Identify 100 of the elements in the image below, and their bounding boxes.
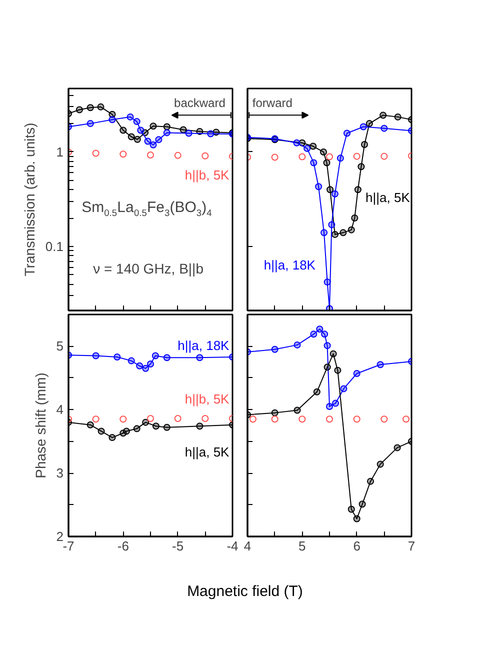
point: [402, 416, 410, 423]
point: [163, 354, 170, 362]
point: [367, 478, 374, 485]
point: [334, 366, 342, 374]
y-tick-label: 1: [56, 144, 64, 160]
point: [114, 354, 121, 360]
y-tick-label: 5: [56, 338, 64, 354]
point: [185, 130, 192, 137]
point: [150, 122, 157, 130]
point: [144, 138, 152, 145]
point: [326, 402, 333, 410]
point: [340, 229, 347, 236]
point: [126, 113, 134, 120]
x-tick-label: -6: [117, 538, 129, 554]
point: [326, 153, 333, 160]
point: [360, 141, 368, 148]
point: [155, 136, 162, 144]
point: [323, 159, 330, 166]
point: [180, 126, 187, 134]
point: [202, 152, 209, 160]
point: [353, 515, 360, 522]
point: [353, 370, 360, 377]
x-tick-label: -7: [62, 538, 74, 554]
point: [152, 352, 159, 360]
point: [310, 142, 317, 150]
point: [324, 278, 331, 286]
point: [152, 422, 160, 430]
point: [354, 186, 362, 194]
point: [249, 416, 256, 423]
y-tick-label: 0.1: [45, 238, 64, 254]
point: [293, 139, 300, 146]
point: [394, 113, 402, 120]
x-axis-title: Magnetic field (T): [187, 582, 303, 602]
point: [92, 416, 100, 423]
point: [316, 326, 324, 333]
point: [332, 400, 340, 407]
point: [174, 152, 182, 159]
point: [207, 130, 214, 138]
point: [142, 364, 150, 372]
point: [150, 141, 157, 148]
point: [128, 357, 135, 364]
annotation: forward: [252, 96, 292, 110]
point: [108, 434, 116, 442]
point: [336, 154, 344, 162]
point: [380, 112, 387, 119]
series-label: h||b, 5K: [184, 168, 230, 183]
point: [134, 136, 141, 143]
point: [147, 151, 154, 158]
point: [340, 385, 348, 392]
point: [122, 428, 130, 435]
point: [202, 415, 209, 422]
point: [380, 152, 388, 160]
point: [298, 153, 306, 160]
x-tick-label: 6: [353, 538, 360, 554]
point: [196, 422, 204, 430]
point: [315, 183, 322, 190]
point: [271, 154, 278, 161]
point: [97, 103, 104, 110]
point: [328, 221, 336, 228]
point: [343, 130, 350, 137]
y-tick-label: 3: [56, 466, 64, 481]
x-tick-label: 7: [408, 538, 416, 554]
point: [86, 421, 94, 428]
point: [294, 406, 301, 414]
point: [331, 190, 338, 198]
y-axis-title: Phase shift (mm): [32, 372, 48, 478]
point: [271, 409, 278, 416]
series-label: h||b, 5K: [184, 391, 230, 406]
point: [310, 330, 318, 338]
point: [120, 150, 127, 158]
point: [108, 116, 116, 124]
point: [76, 106, 83, 114]
series-label: h||a, 5K: [184, 444, 230, 460]
point: [321, 330, 328, 338]
point: [163, 123, 170, 130]
series-label: h||a, 5K: [366, 190, 410, 205]
point: [128, 133, 135, 140]
point: [120, 416, 127, 423]
point: [351, 214, 358, 222]
point: [376, 460, 384, 468]
point: [380, 416, 388, 423]
point: [86, 120, 94, 128]
point: [271, 416, 278, 423]
point: [120, 126, 127, 134]
point: [331, 230, 338, 238]
point: [304, 144, 311, 152]
legend-label: h||a, 18K: [178, 338, 230, 354]
annotation: backward: [174, 96, 226, 110]
point: [142, 418, 150, 426]
point: [394, 444, 401, 452]
point: [360, 123, 367, 130]
point: [358, 500, 366, 508]
y-axis-title: Transmission (arb. units): [21, 122, 38, 276]
point: [133, 425, 140, 432]
point: [376, 361, 384, 368]
x-tick-label: -5: [172, 538, 184, 554]
point: [313, 388, 320, 396]
point: [136, 362, 144, 370]
point: [353, 416, 360, 423]
point: [294, 341, 301, 348]
